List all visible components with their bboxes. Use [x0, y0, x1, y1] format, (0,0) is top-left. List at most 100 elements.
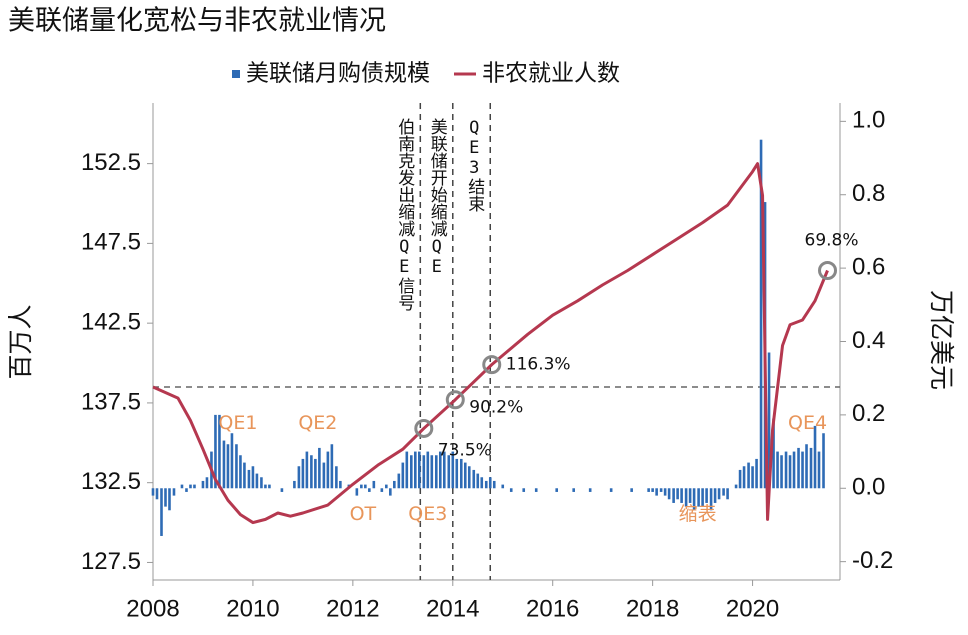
bar	[676, 488, 679, 500]
bar	[738, 469, 742, 489]
bar	[438, 451, 442, 489]
bar	[655, 488, 658, 496]
bar	[151, 488, 155, 496]
bar	[480, 477, 484, 489]
bar	[784, 451, 788, 489]
highlight-label: 73.5%	[438, 440, 492, 460]
bar	[630, 488, 633, 492]
bar	[776, 451, 779, 489]
highlight-label: 116.3%	[506, 355, 571, 375]
bar	[797, 447, 800, 489]
bar	[817, 451, 821, 489]
bar	[684, 488, 688, 507]
y2-tick-label: 0.2	[852, 400, 885, 427]
bar	[434, 455, 438, 489]
bar	[663, 488, 667, 496]
bar	[522, 488, 526, 492]
bar	[405, 451, 409, 489]
bar	[339, 480, 342, 489]
bar	[459, 458, 463, 489]
bar	[239, 455, 242, 489]
bar	[742, 466, 746, 489]
x-tick-label: 2010	[226, 595, 279, 622]
bar	[447, 455, 451, 489]
phase-label: QE1	[218, 412, 257, 434]
bar	[385, 484, 388, 489]
y-tick-label: 137.5	[81, 388, 141, 415]
bar	[705, 488, 708, 503]
bar	[717, 488, 721, 500]
bar	[697, 488, 700, 507]
bar	[393, 480, 396, 489]
x-tick-label: 2018	[626, 595, 679, 622]
y-tick-label: 142.5	[81, 308, 141, 335]
phase-label: QE2	[298, 412, 337, 434]
bar	[293, 480, 296, 489]
x-tick-label: 2020	[726, 595, 779, 622]
y2-tick-label: 0.0	[852, 474, 885, 501]
bar	[414, 451, 417, 489]
bar	[709, 488, 713, 511]
bar	[451, 451, 455, 489]
bar	[726, 488, 729, 500]
bar	[330, 444, 334, 489]
event-label: QE3结束	[464, 118, 485, 212]
bar	[788, 455, 792, 489]
bar	[201, 480, 205, 489]
bar	[809, 447, 813, 489]
highlight-marker	[445, 390, 465, 410]
bar	[492, 480, 496, 489]
bar	[767, 352, 771, 489]
bar	[268, 484, 271, 489]
legend-label: 美联储月购债规模	[246, 61, 430, 87]
highlight-marker	[414, 418, 434, 438]
bar	[410, 455, 413, 489]
bar	[659, 488, 663, 492]
bar	[318, 447, 321, 489]
y-tick-label: 132.5	[81, 468, 141, 495]
bar	[310, 455, 313, 489]
bar	[588, 488, 592, 492]
bar	[472, 469, 476, 489]
bar	[355, 488, 359, 496]
x-tick-label: 2016	[526, 595, 579, 622]
bar	[688, 488, 692, 503]
bar	[484, 480, 488, 489]
bar	[280, 488, 284, 492]
bar	[322, 462, 326, 489]
y-tick-label: 127.5	[81, 548, 141, 575]
bar	[168, 488, 171, 511]
bar	[193, 484, 196, 489]
bar	[509, 488, 513, 492]
bar	[185, 488, 188, 492]
bar	[305, 451, 309, 489]
bar	[260, 477, 263, 489]
bar	[813, 425, 817, 489]
phase-label: 缩表	[679, 503, 717, 525]
phase-label: QE3	[408, 503, 447, 525]
bar	[692, 488, 696, 511]
bar	[205, 477, 209, 489]
bar	[555, 488, 559, 492]
bar	[422, 455, 426, 489]
bar	[463, 462, 467, 489]
bar	[380, 488, 384, 492]
y2-tick-label: 0.8	[852, 180, 885, 207]
highlight-label: 90.2%	[469, 398, 523, 418]
bar	[226, 444, 230, 489]
bar	[297, 466, 301, 489]
x-tick-label: 2008	[126, 595, 179, 622]
bar	[801, 451, 804, 489]
highlight-marker	[482, 355, 502, 375]
bar	[218, 414, 221, 489]
bar	[389, 488, 392, 496]
bar	[455, 458, 459, 489]
y-tick-label: 152.5	[81, 149, 141, 176]
bar	[534, 488, 538, 492]
bar	[214, 414, 217, 489]
highlight-label: 69.8%	[805, 231, 859, 251]
bar	[160, 488, 163, 536]
bar	[647, 488, 650, 492]
bar	[189, 484, 192, 489]
